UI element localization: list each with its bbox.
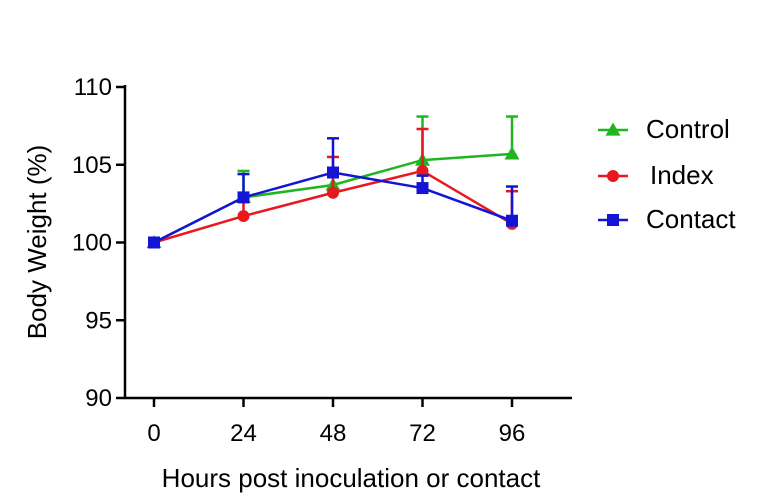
y-tick-label: 105 bbox=[72, 152, 112, 179]
x-axis-title: Hours post inoculation or contact bbox=[162, 463, 541, 493]
data-point bbox=[327, 166, 339, 179]
series-contact bbox=[148, 137, 518, 249]
legend-label: Contact bbox=[646, 204, 736, 234]
y-axis-ticks: 90 95 100 105 110 bbox=[72, 74, 125, 412]
legend-marker bbox=[607, 170, 619, 182]
y-axis-title: Body Weight (%) bbox=[22, 145, 52, 340]
y-tick-label: 90 bbox=[85, 385, 112, 412]
y-tick-label: 95 bbox=[85, 307, 112, 334]
data-point bbox=[506, 214, 518, 227]
legend-label: Control bbox=[646, 114, 730, 144]
data-point bbox=[416, 164, 429, 177]
data-point bbox=[237, 210, 250, 223]
data-point bbox=[237, 191, 250, 204]
legend-item-contact: Contact bbox=[598, 204, 736, 234]
legend-item-control: Control bbox=[598, 114, 730, 144]
x-tick-label: 48 bbox=[320, 420, 347, 447]
y-tick-label: 100 bbox=[72, 230, 112, 257]
x-axis-ticks: 0 24 48 72 96 bbox=[147, 398, 525, 447]
axes bbox=[123, 85, 572, 400]
data-point bbox=[416, 182, 429, 195]
data-point bbox=[504, 146, 520, 160]
x-tick-label: 0 bbox=[147, 420, 160, 447]
x-tick-label: 24 bbox=[230, 420, 257, 447]
legend-marker bbox=[607, 214, 619, 226]
series-layer bbox=[146, 115, 520, 249]
legend-item-index: Index bbox=[598, 160, 714, 190]
y-tick-label: 110 bbox=[74, 74, 112, 101]
legend: Control Index Contact bbox=[598, 114, 736, 234]
x-tick-label: 72 bbox=[409, 420, 436, 447]
legend-label: Index bbox=[650, 160, 714, 190]
data-point bbox=[327, 186, 339, 199]
legend-marker bbox=[605, 122, 621, 136]
data-point bbox=[148, 236, 160, 249]
x-tick-label: 96 bbox=[499, 420, 526, 447]
